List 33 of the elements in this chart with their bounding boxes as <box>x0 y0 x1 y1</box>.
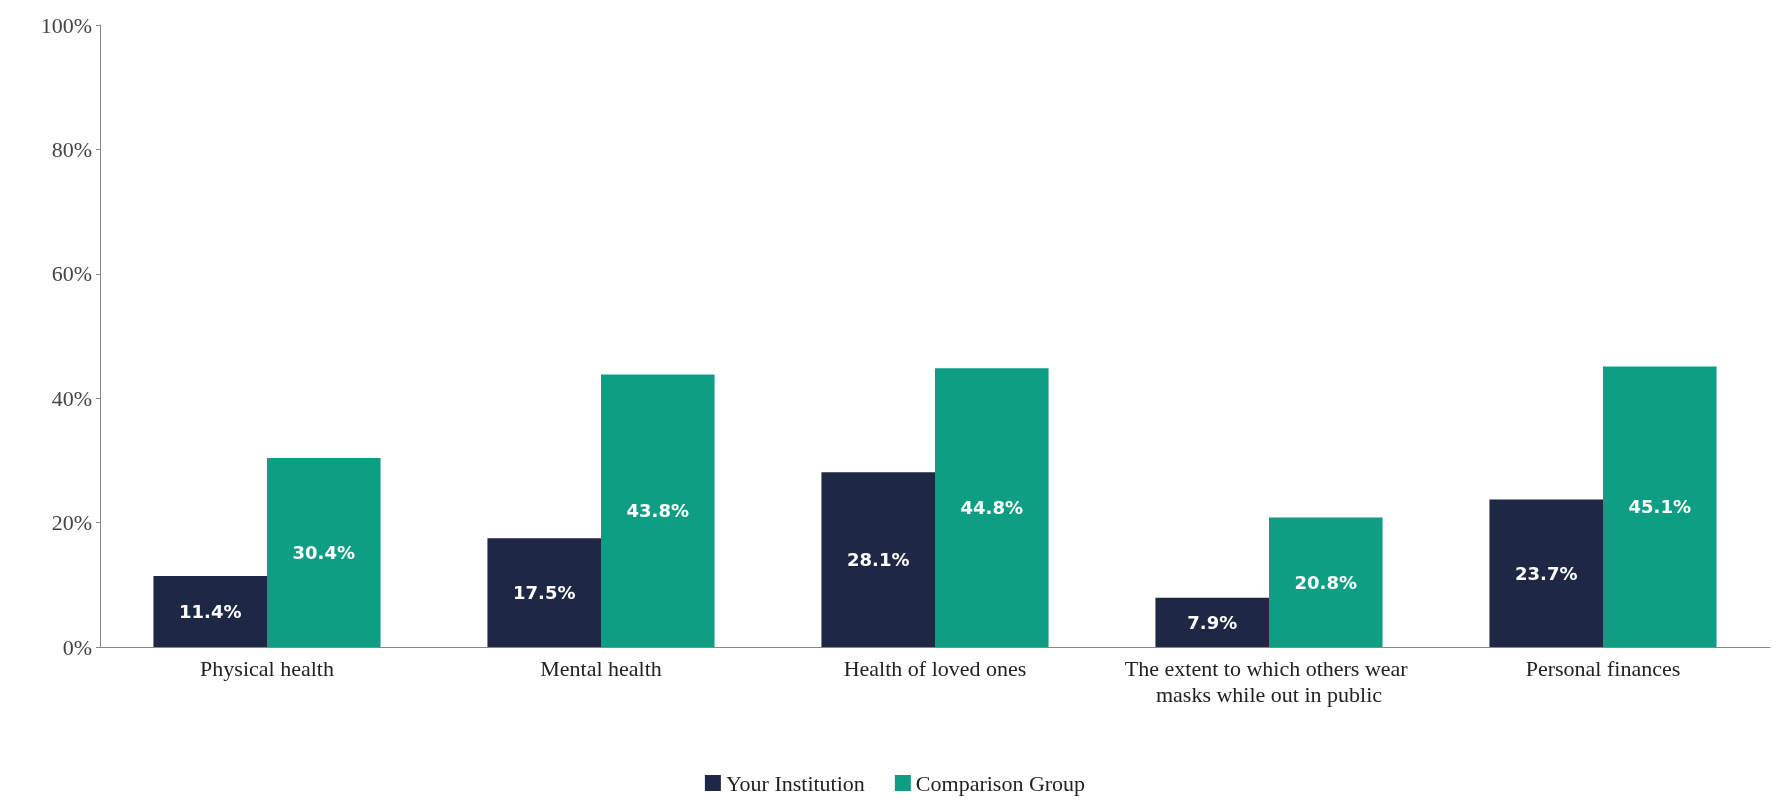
y-tick-label: 60% <box>51 261 92 287</box>
data-label: 17.5% <box>512 582 576 604</box>
bar <box>487 538 601 647</box>
legend-label: Your Institution <box>725 770 865 796</box>
data-label: 44.8% <box>960 497 1024 519</box>
bar <box>1603 366 1717 647</box>
data-label: 43.8% <box>626 500 690 522</box>
data-label: 11.4% <box>178 601 242 623</box>
bar <box>821 472 935 647</box>
x-tick-label: The extent to which others wear masks while out in public <box>1124 655 1414 707</box>
data-label: 20.8% <box>1294 571 1358 593</box>
x-tick-label: Personal finances <box>1525 655 1681 681</box>
data-label: 28.1% <box>846 549 910 571</box>
bar <box>267 457 381 647</box>
y-tick-label: 100% <box>40 12 92 38</box>
y-tick-label: 80% <box>51 136 92 162</box>
y-tick-label: 0% <box>62 634 92 660</box>
bar <box>601 374 715 647</box>
x-tick-label: Health of loved ones <box>843 655 1027 681</box>
bar <box>1155 597 1269 647</box>
x-tick-label: Physical health <box>200 655 334 681</box>
data-label: 30.4% <box>292 541 356 563</box>
y-tick-label: 20% <box>51 510 92 536</box>
y-tick-label: 40% <box>51 385 92 411</box>
bar <box>153 576 267 647</box>
data-label: 23.7% <box>1514 562 1578 584</box>
legend-label: Comparison Group <box>915 770 1086 796</box>
bar <box>935 368 1049 647</box>
x-tick-label: Mental health <box>540 655 662 681</box>
data-label: 45.1% <box>1628 496 1692 518</box>
bar <box>1489 499 1603 647</box>
data-label: 7.9% <box>1187 611 1238 633</box>
bar <box>1269 517 1383 647</box>
